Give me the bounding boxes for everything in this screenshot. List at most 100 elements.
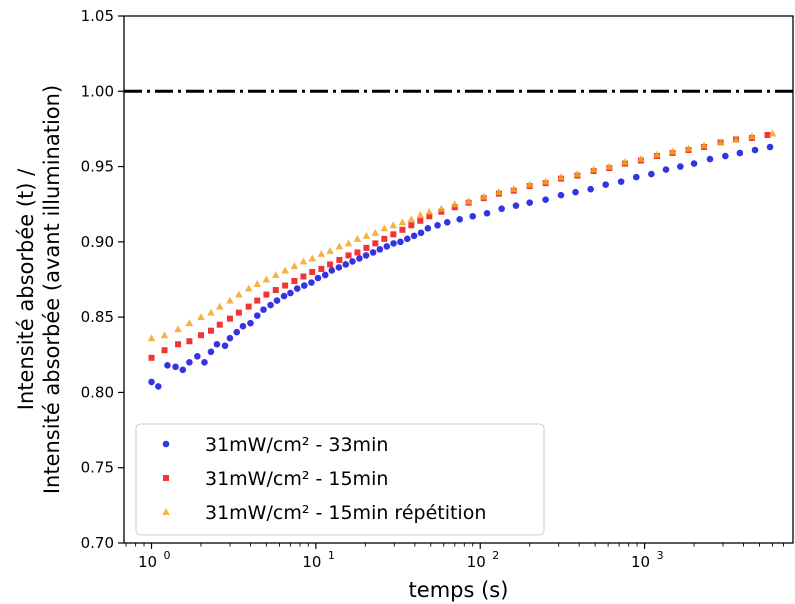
square-point xyxy=(198,332,205,339)
circle-point xyxy=(226,334,234,342)
circle-point xyxy=(314,274,322,282)
triangle-point xyxy=(637,155,645,163)
circle-point xyxy=(390,240,397,247)
square-point xyxy=(235,309,242,316)
circle-point xyxy=(253,312,261,319)
triangle-point xyxy=(185,319,194,327)
circle-point xyxy=(221,342,229,350)
triangle-point xyxy=(700,141,708,149)
legend-marker-square xyxy=(163,475,169,481)
square-point xyxy=(175,341,182,348)
square-point xyxy=(345,252,352,259)
circle-point xyxy=(273,297,281,304)
legend-label: 31mW/cm² - 15min xyxy=(205,468,388,490)
square-point xyxy=(207,327,214,334)
circle-point xyxy=(722,152,729,160)
series-1-circle xyxy=(148,143,774,390)
legend-marker-circle xyxy=(162,440,170,448)
circle-point xyxy=(766,143,774,151)
circle-point xyxy=(328,267,336,274)
circle-point xyxy=(213,340,221,348)
circle-point xyxy=(706,155,714,163)
triangle-point xyxy=(215,302,224,310)
square-point xyxy=(148,354,155,361)
square-point xyxy=(282,282,289,289)
square-point xyxy=(300,273,307,280)
circle-point xyxy=(342,261,350,268)
plot-frame xyxy=(123,15,794,544)
triangle-point xyxy=(732,135,740,143)
circle-point xyxy=(557,191,565,199)
triangle-point xyxy=(281,266,289,274)
circle-point xyxy=(300,282,308,289)
triangle-point xyxy=(573,170,582,178)
circle-point xyxy=(572,188,579,196)
circle-point xyxy=(280,292,288,300)
circle-point xyxy=(308,279,315,286)
x-tick-exponent: 3 xyxy=(657,549,664,562)
square-point xyxy=(764,131,771,138)
y-tick-label: 0.70 xyxy=(81,534,114,552)
circle-point xyxy=(172,363,179,371)
circle-point xyxy=(434,221,441,229)
plot-marks xyxy=(147,129,777,390)
triangle-point xyxy=(344,239,353,247)
circle-point xyxy=(632,173,640,181)
circle-point xyxy=(587,185,594,193)
square-point xyxy=(390,231,397,238)
circle-point xyxy=(362,252,370,259)
y-tick-label: 1.05 xyxy=(81,7,114,25)
legend-label: 31mW/cm² - 15min répétition xyxy=(205,502,486,524)
triangle-point xyxy=(160,331,169,339)
square-point xyxy=(263,291,270,298)
circle-point xyxy=(376,246,384,253)
x-tick-label: 10 xyxy=(467,553,486,571)
triangle-point xyxy=(557,173,565,181)
triangle-point xyxy=(509,185,518,193)
circle-point xyxy=(179,366,187,374)
triangle-point xyxy=(684,144,693,152)
circle-point xyxy=(602,181,609,188)
triangle-point xyxy=(748,132,756,140)
circle-point xyxy=(736,149,744,157)
x-tick-exponent: 1 xyxy=(328,549,335,562)
series-3-triangle xyxy=(147,129,777,342)
triangle-point xyxy=(253,280,262,288)
circle-point xyxy=(677,163,684,170)
circle-point xyxy=(155,383,162,390)
circle-point xyxy=(293,285,301,292)
square-point xyxy=(318,265,325,272)
y-axis-title-line-2: Intensité absorbée (avant illumination) xyxy=(40,85,64,494)
circle-point xyxy=(349,258,356,265)
circle-point xyxy=(424,225,432,232)
circle-point xyxy=(542,196,549,203)
circle-point xyxy=(369,249,377,256)
legend-label: 31mW/cm² - 33min xyxy=(205,434,388,456)
axis-ticks: 0.70 0.75 0.80 0.85 0.90 0.95 1.00 1.05 10 0 10 1 10… xyxy=(81,7,784,571)
circle-point xyxy=(617,178,625,185)
square-point xyxy=(161,347,168,354)
triangle-point xyxy=(299,257,308,265)
square-point xyxy=(451,204,458,211)
circle-point xyxy=(526,199,534,207)
square-point xyxy=(399,226,406,233)
triangle-point xyxy=(407,215,416,223)
square-point xyxy=(245,303,252,310)
circle-point xyxy=(498,205,505,213)
square-point xyxy=(309,268,316,275)
square-point xyxy=(186,338,193,345)
circle-point xyxy=(186,359,193,366)
y-tick-label: 1.00 xyxy=(81,82,114,100)
circle-point xyxy=(148,378,155,386)
legend-box xyxy=(135,423,545,536)
triangle-point xyxy=(605,162,614,170)
triangle-point xyxy=(308,254,317,262)
circle-point xyxy=(201,359,208,366)
circle-point xyxy=(260,306,267,313)
triangle-point xyxy=(589,165,598,173)
circle-point xyxy=(512,202,520,210)
triangle-point xyxy=(326,246,334,254)
y-tick-label: 0.90 xyxy=(81,233,114,251)
triangle-point xyxy=(398,218,407,226)
